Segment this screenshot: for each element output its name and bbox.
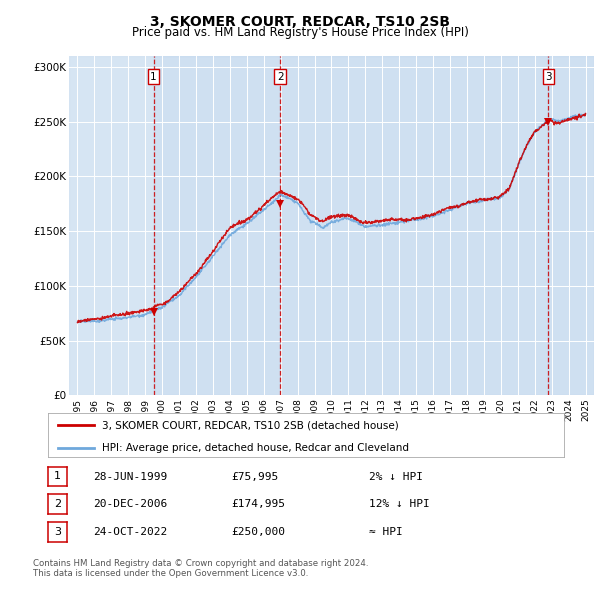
Text: 3: 3 xyxy=(54,527,61,537)
Text: Contains HM Land Registry data © Crown copyright and database right 2024.: Contains HM Land Registry data © Crown c… xyxy=(33,559,368,568)
Text: 2: 2 xyxy=(277,72,283,82)
Text: 20-DEC-2006: 20-DEC-2006 xyxy=(93,500,167,509)
Bar xyxy=(548,56,594,395)
Text: This data is licensed under the Open Government Licence v3.0.: This data is licensed under the Open Gov… xyxy=(33,569,308,578)
Text: £75,995: £75,995 xyxy=(231,472,278,481)
Bar xyxy=(280,56,548,395)
Text: 28-JUN-1999: 28-JUN-1999 xyxy=(93,472,167,481)
Text: £250,000: £250,000 xyxy=(231,527,285,537)
Text: 1: 1 xyxy=(150,72,157,82)
Text: 1: 1 xyxy=(54,471,61,481)
Text: HPI: Average price, detached house, Redcar and Cleveland: HPI: Average price, detached house, Redc… xyxy=(102,442,409,453)
Text: 24-OCT-2022: 24-OCT-2022 xyxy=(93,527,167,537)
Text: 2% ↓ HPI: 2% ↓ HPI xyxy=(369,472,423,481)
Text: 3, SKOMER COURT, REDCAR, TS10 2SB: 3, SKOMER COURT, REDCAR, TS10 2SB xyxy=(150,15,450,29)
Bar xyxy=(69,56,154,395)
Text: ≈ HPI: ≈ HPI xyxy=(369,527,403,537)
Text: 12% ↓ HPI: 12% ↓ HPI xyxy=(369,500,430,509)
Bar xyxy=(154,56,280,395)
Text: 3: 3 xyxy=(545,72,552,82)
Text: 3, SKOMER COURT, REDCAR, TS10 2SB (detached house): 3, SKOMER COURT, REDCAR, TS10 2SB (detac… xyxy=(102,421,399,430)
Text: 2: 2 xyxy=(54,499,61,509)
Text: £174,995: £174,995 xyxy=(231,500,285,509)
Text: Price paid vs. HM Land Registry's House Price Index (HPI): Price paid vs. HM Land Registry's House … xyxy=(131,26,469,39)
